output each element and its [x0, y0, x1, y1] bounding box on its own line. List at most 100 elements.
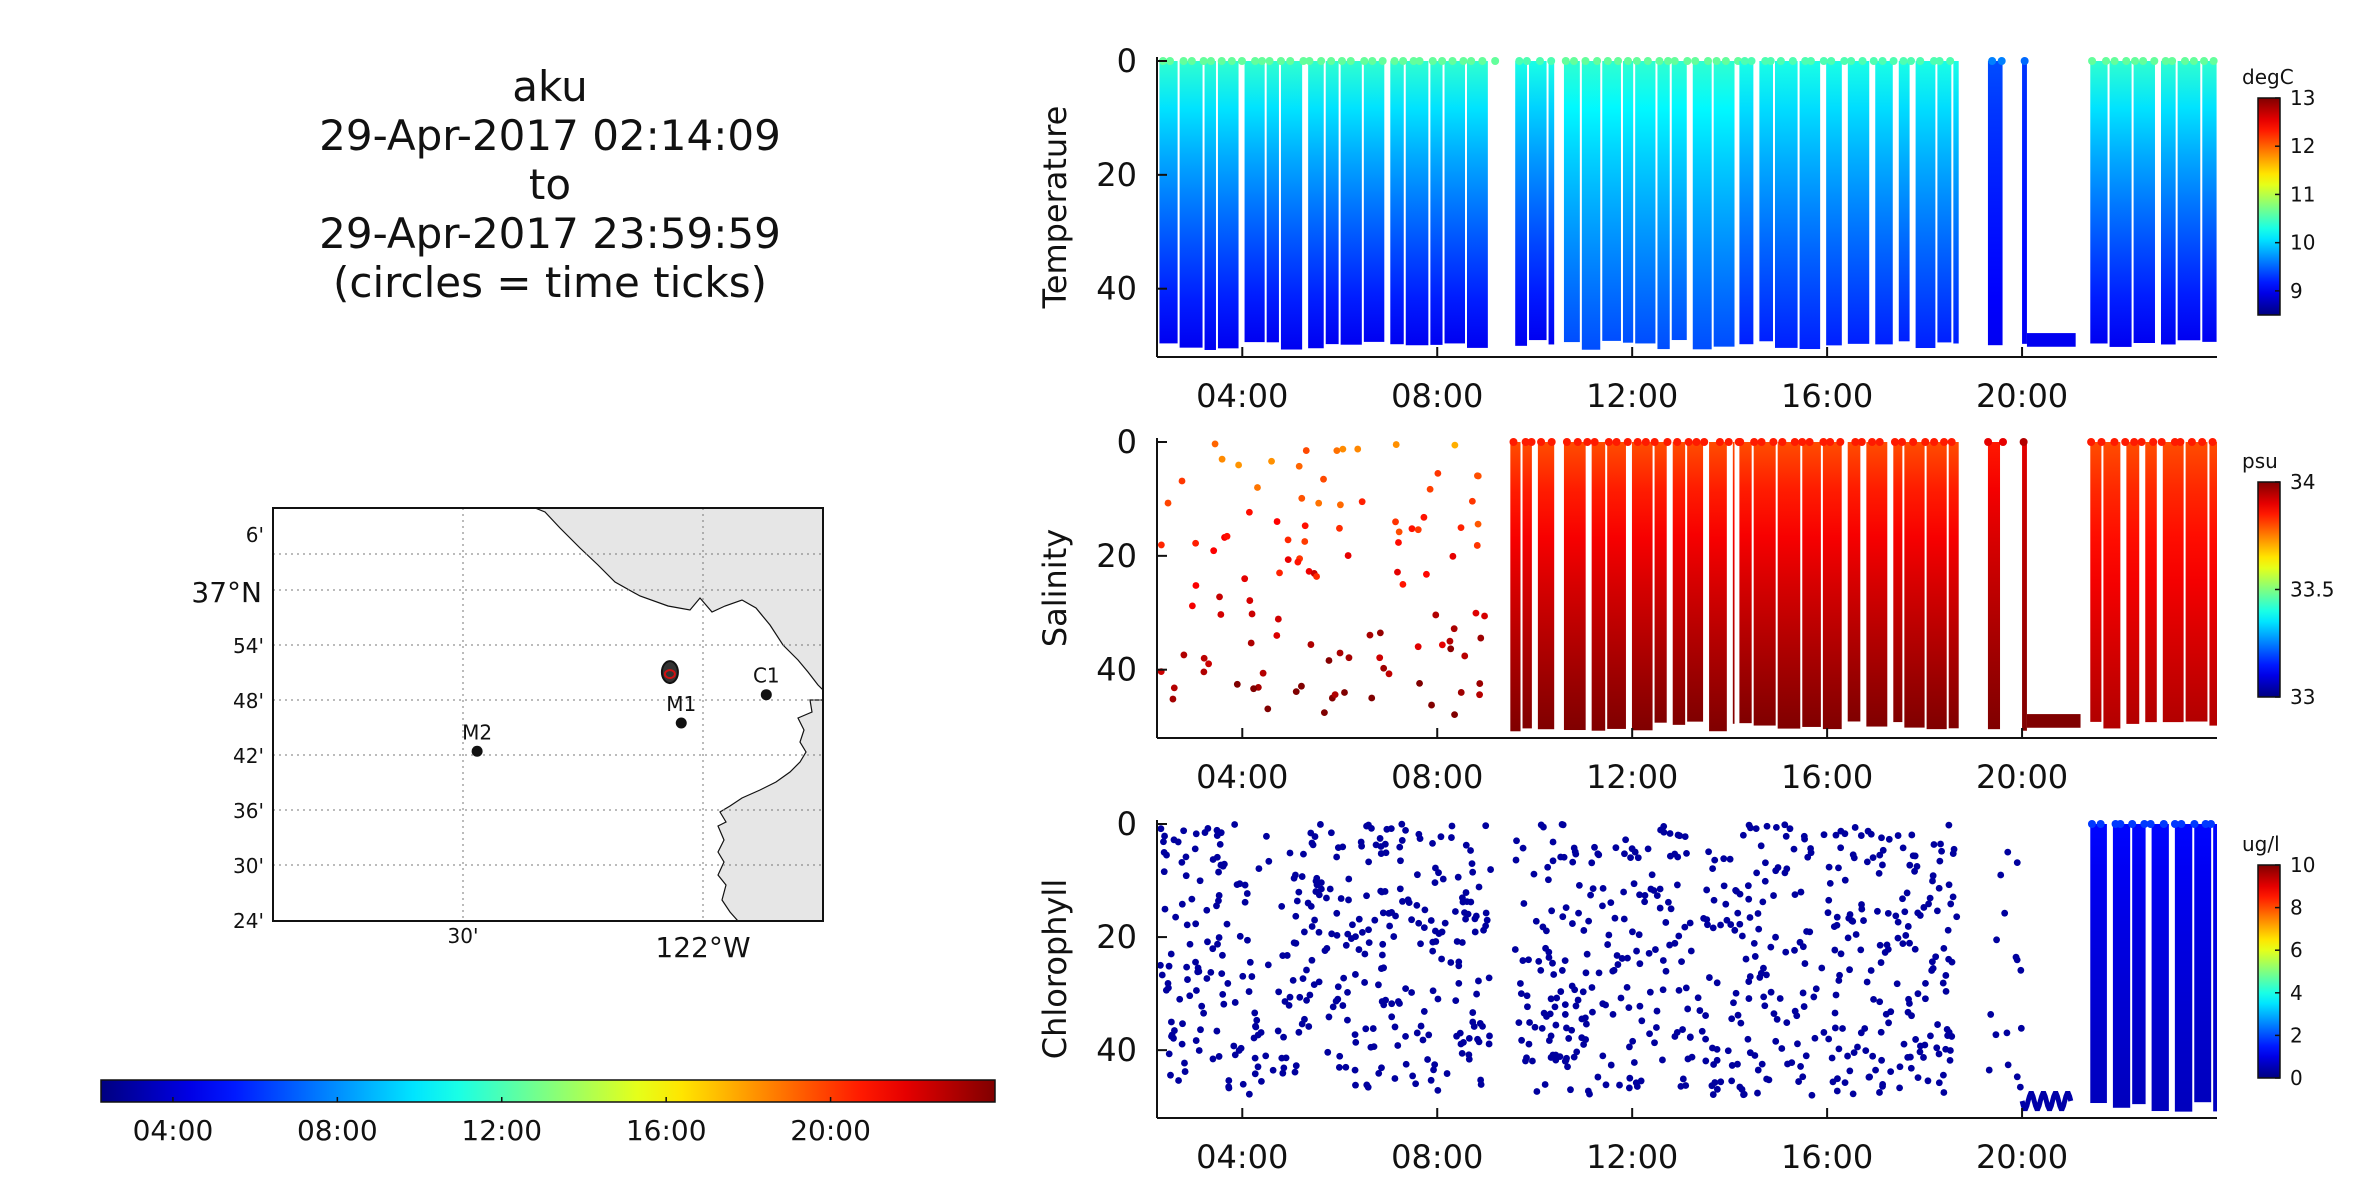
- chlorophyll-sample-point: [1626, 1074, 1634, 1082]
- chlorophyll-sample-point: [1841, 1079, 1849, 1087]
- chlorophyll-sample-point: [1388, 1000, 1396, 1008]
- temperature-surface-point: [1747, 57, 1756, 65]
- chlorophyll-sample-point: [1231, 821, 1239, 828]
- salinity-sample-point: [1392, 441, 1400, 448]
- chlorophyll-sample-point: [1474, 1035, 1481, 1043]
- chlorophyll-sample-point: [1845, 914, 1853, 922]
- chlorophyll-sample-point: [1656, 904, 1664, 912]
- chlorophyll-sample-point: [1788, 1059, 1796, 1067]
- salinity-surface-point: [1778, 438, 1787, 446]
- salinity-surface-point: [1805, 438, 1814, 446]
- chlorophyll-sample-point: [1834, 1075, 1841, 1083]
- temperature-profile: [2133, 61, 2155, 343]
- chlorophyll-sample-point: [1434, 1087, 1442, 1094]
- chlorophyll-sample-point: [1241, 881, 1249, 889]
- temperature-profile: [1775, 61, 1798, 348]
- chlorophyll-sample-point: [1935, 884, 1943, 892]
- chlorophyll-sample-point: [1424, 1056, 1431, 1063]
- salinity-profile: [1739, 442, 1752, 724]
- salinity-sample-point: [1245, 508, 1253, 516]
- chlorophyll-sample-point: [1182, 853, 1190, 861]
- chlorophyll-sample-point: [1933, 907, 1941, 915]
- chlorophyll-sample-point: [1475, 977, 1482, 985]
- salinity-sample-point: [1325, 657, 1333, 664]
- chlorophyll-sample-point: [1352, 1081, 1359, 1089]
- salinity-sample-point: [1366, 631, 1374, 639]
- chlorophyll-sample-point: [1335, 1063, 1343, 1071]
- chlorophyll-sample-point: [1558, 967, 1566, 974]
- map-lat-label: 24': [233, 909, 264, 933]
- chlorophyll-sample-point: [1762, 859, 1769, 867]
- salinity-surface-point: [1509, 438, 1518, 446]
- chlorophyll-sample-point: [1237, 1044, 1245, 1052]
- temperature-surface-point: [1916, 57, 1925, 65]
- chlorophyll-sample-point: [1358, 928, 1366, 936]
- chlorophyll-sample-point: [1924, 1077, 1932, 1085]
- chlorophyll-sample-point: [1382, 996, 1390, 1004]
- chlorophyll-sample-point: [1334, 844, 1342, 852]
- chlorophyll-sample-point: [1285, 1001, 1293, 1009]
- chlorophyll-sample-point: [1181, 1059, 1188, 1067]
- chlorophyll-sample-point: [1953, 913, 1961, 921]
- chlorophyll-sample-point: [1772, 1037, 1780, 1045]
- chlorophyll-sample-point: [1352, 971, 1359, 978]
- chlorophyll-sample-point: [1869, 1052, 1877, 1060]
- chlorophyll-sample-point: [1172, 913, 1180, 921]
- salinity-sample-point: [1432, 611, 1440, 619]
- chlorophyll-sample-point: [1660, 828, 1668, 836]
- temperature-profile: [1581, 61, 1601, 350]
- temperature-surface-point: [1623, 57, 1632, 65]
- temperature-surface-point: [1390, 57, 1399, 65]
- chlorophyll-sample-point: [1292, 1062, 1300, 1070]
- map-lat-label: 54': [233, 634, 264, 658]
- chlorophyll-sample-point: [1710, 896, 1718, 904]
- chlorophyll-sample-point: [1215, 1053, 1223, 1060]
- chlorophyll-sample-point: [1551, 1003, 1559, 1011]
- chlorophyll-sample-point: [1413, 901, 1421, 909]
- temperature-profile: [2177, 61, 2201, 341]
- chlorophyll-sample-point: [1431, 879, 1439, 887]
- chlorophyll-sample-point: [1747, 824, 1754, 832]
- chlorophyll-sample-point: [1175, 1077, 1182, 1084]
- salinity-sample-point: [1434, 469, 1442, 477]
- salinity-colorbar-unit: psu: [2242, 449, 2278, 473]
- temperature-profile: [1713, 61, 1735, 347]
- salinity-surface-point: [1836, 438, 1845, 446]
- salinity-sample-point: [1476, 680, 1484, 687]
- temperature-surface-point: [1265, 57, 1274, 65]
- chlorophyll-sample-point: [1236, 880, 1244, 888]
- chlorophyll-sample-point: [1620, 888, 1628, 896]
- salinity-surface-point: [1650, 438, 1659, 446]
- chlorophyll-sample-point: [1306, 991, 1314, 999]
- chlorophyll-sample-point: [1477, 1076, 1485, 1084]
- salinity-sample-point: [1446, 637, 1454, 645]
- chlorophyll-sample-point: [1170, 836, 1178, 844]
- title-line-deployment: aku: [512, 62, 588, 111]
- chlorophyll-sample-point: [1887, 1008, 1895, 1016]
- chlorophyll-sample-point: [1904, 1008, 1912, 1016]
- chlorophyll-sample-point: [1475, 883, 1483, 891]
- chlorophyll-sample-point: [1313, 874, 1321, 882]
- temperature-y-label: Temperature: [1036, 106, 1074, 310]
- station-marker: [675, 717, 687, 729]
- chlorophyll-sample-point: [1799, 1073, 1807, 1081]
- chlorophyll-sample-point: [1441, 919, 1449, 927]
- chlorophyll-sample-point: [1427, 1076, 1435, 1084]
- chlorophyll-sample-point: [1914, 1074, 1922, 1082]
- station-map: [272, 507, 824, 922]
- salinity-sample-point: [1472, 609, 1480, 617]
- chlorophyll-sample-point: [2003, 1029, 2011, 1037]
- chlorophyll-sample-point: [1579, 988, 1587, 996]
- chlorophyll-sample-point: [1831, 1024, 1839, 1032]
- chlorophyll-sample-point: [1572, 850, 1580, 858]
- chlorophyll-sample-point: [1609, 1010, 1617, 1018]
- chlorophyll-sample-point: [1884, 909, 1892, 917]
- chlorophyll-sample-point: [1607, 1061, 1615, 1069]
- chlorophyll-sample-point: [1687, 947, 1695, 955]
- chlorophyll-sample-point: [1345, 896, 1352, 904]
- salinity-profile: [1709, 442, 1727, 732]
- salinity-surface-point: [1769, 438, 1778, 446]
- chlorophyll-sample-point: [1932, 953, 1940, 961]
- chlorophyll-sample-point: [1705, 848, 1712, 856]
